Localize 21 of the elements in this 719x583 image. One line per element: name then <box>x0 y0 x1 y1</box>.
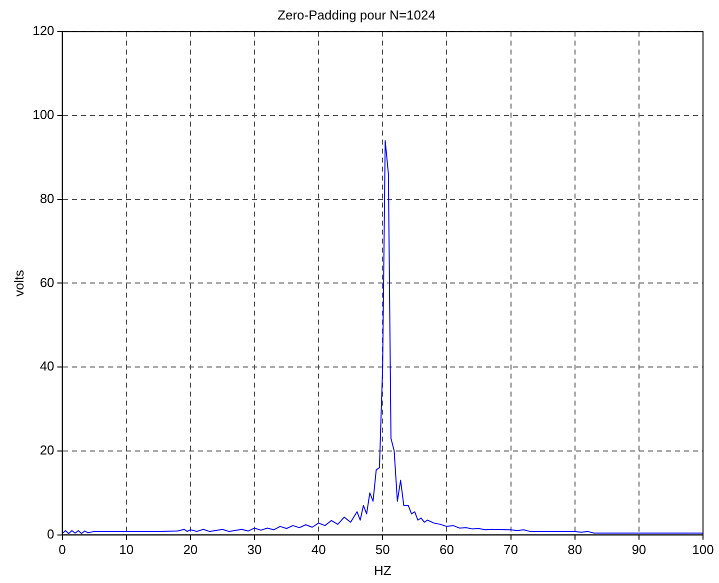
y-tick-label: 40 <box>40 358 54 374</box>
y-axis-title: volts <box>11 269 26 297</box>
y-tick-label: 100 <box>32 107 54 122</box>
y-tick-label: 0 <box>47 526 54 542</box>
x-tick-label: 0 <box>58 542 66 558</box>
y-tick-label: 60 <box>40 274 54 290</box>
x-tick-label: 70 <box>504 542 518 558</box>
x-tick-label: 60 <box>439 542 454 558</box>
x-tick-label: 100 <box>692 542 714 558</box>
y-tick-label: 80 <box>40 190 54 206</box>
x-tick-label: 80 <box>568 542 582 558</box>
x-tick-label: 50 <box>375 542 390 558</box>
x-tick-label: 30 <box>247 542 262 558</box>
x-tick-label: 90 <box>632 542 646 558</box>
x-axis-title: HZ <box>374 562 392 578</box>
x-tick-label: 10 <box>119 542 134 558</box>
chart-title: Zero-Padding pour N=1024 <box>278 7 436 22</box>
x-tick-label: 40 <box>311 542 326 558</box>
y-tick-label: 20 <box>40 442 54 458</box>
y-tick-label: 120 <box>32 23 54 38</box>
x-tick-label: 20 <box>183 542 198 558</box>
